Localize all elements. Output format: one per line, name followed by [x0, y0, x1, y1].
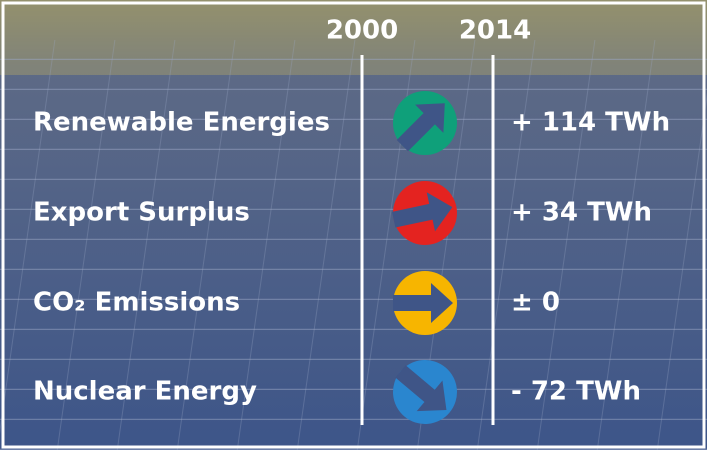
change-value: + 114 TWh — [511, 108, 670, 138]
change-value: - 72 TWh — [511, 377, 641, 407]
change-value: + 34 TWh — [511, 198, 652, 228]
row-label: Export Surplus — [33, 198, 250, 228]
column-header: 2000 — [326, 16, 398, 46]
row-label: Renewable Energies — [33, 108, 330, 138]
infographic: 2000 2014 Renewable Energies + 114 TWh Exp… — [0, 0, 707, 450]
row-label: CO₂ Emissions — [33, 288, 240, 318]
column-header: 2014 — [459, 16, 531, 46]
trend-icon — [393, 271, 457, 335]
row-label: Nuclear Energy — [33, 377, 257, 407]
change-value: ± 0 — [511, 288, 560, 318]
